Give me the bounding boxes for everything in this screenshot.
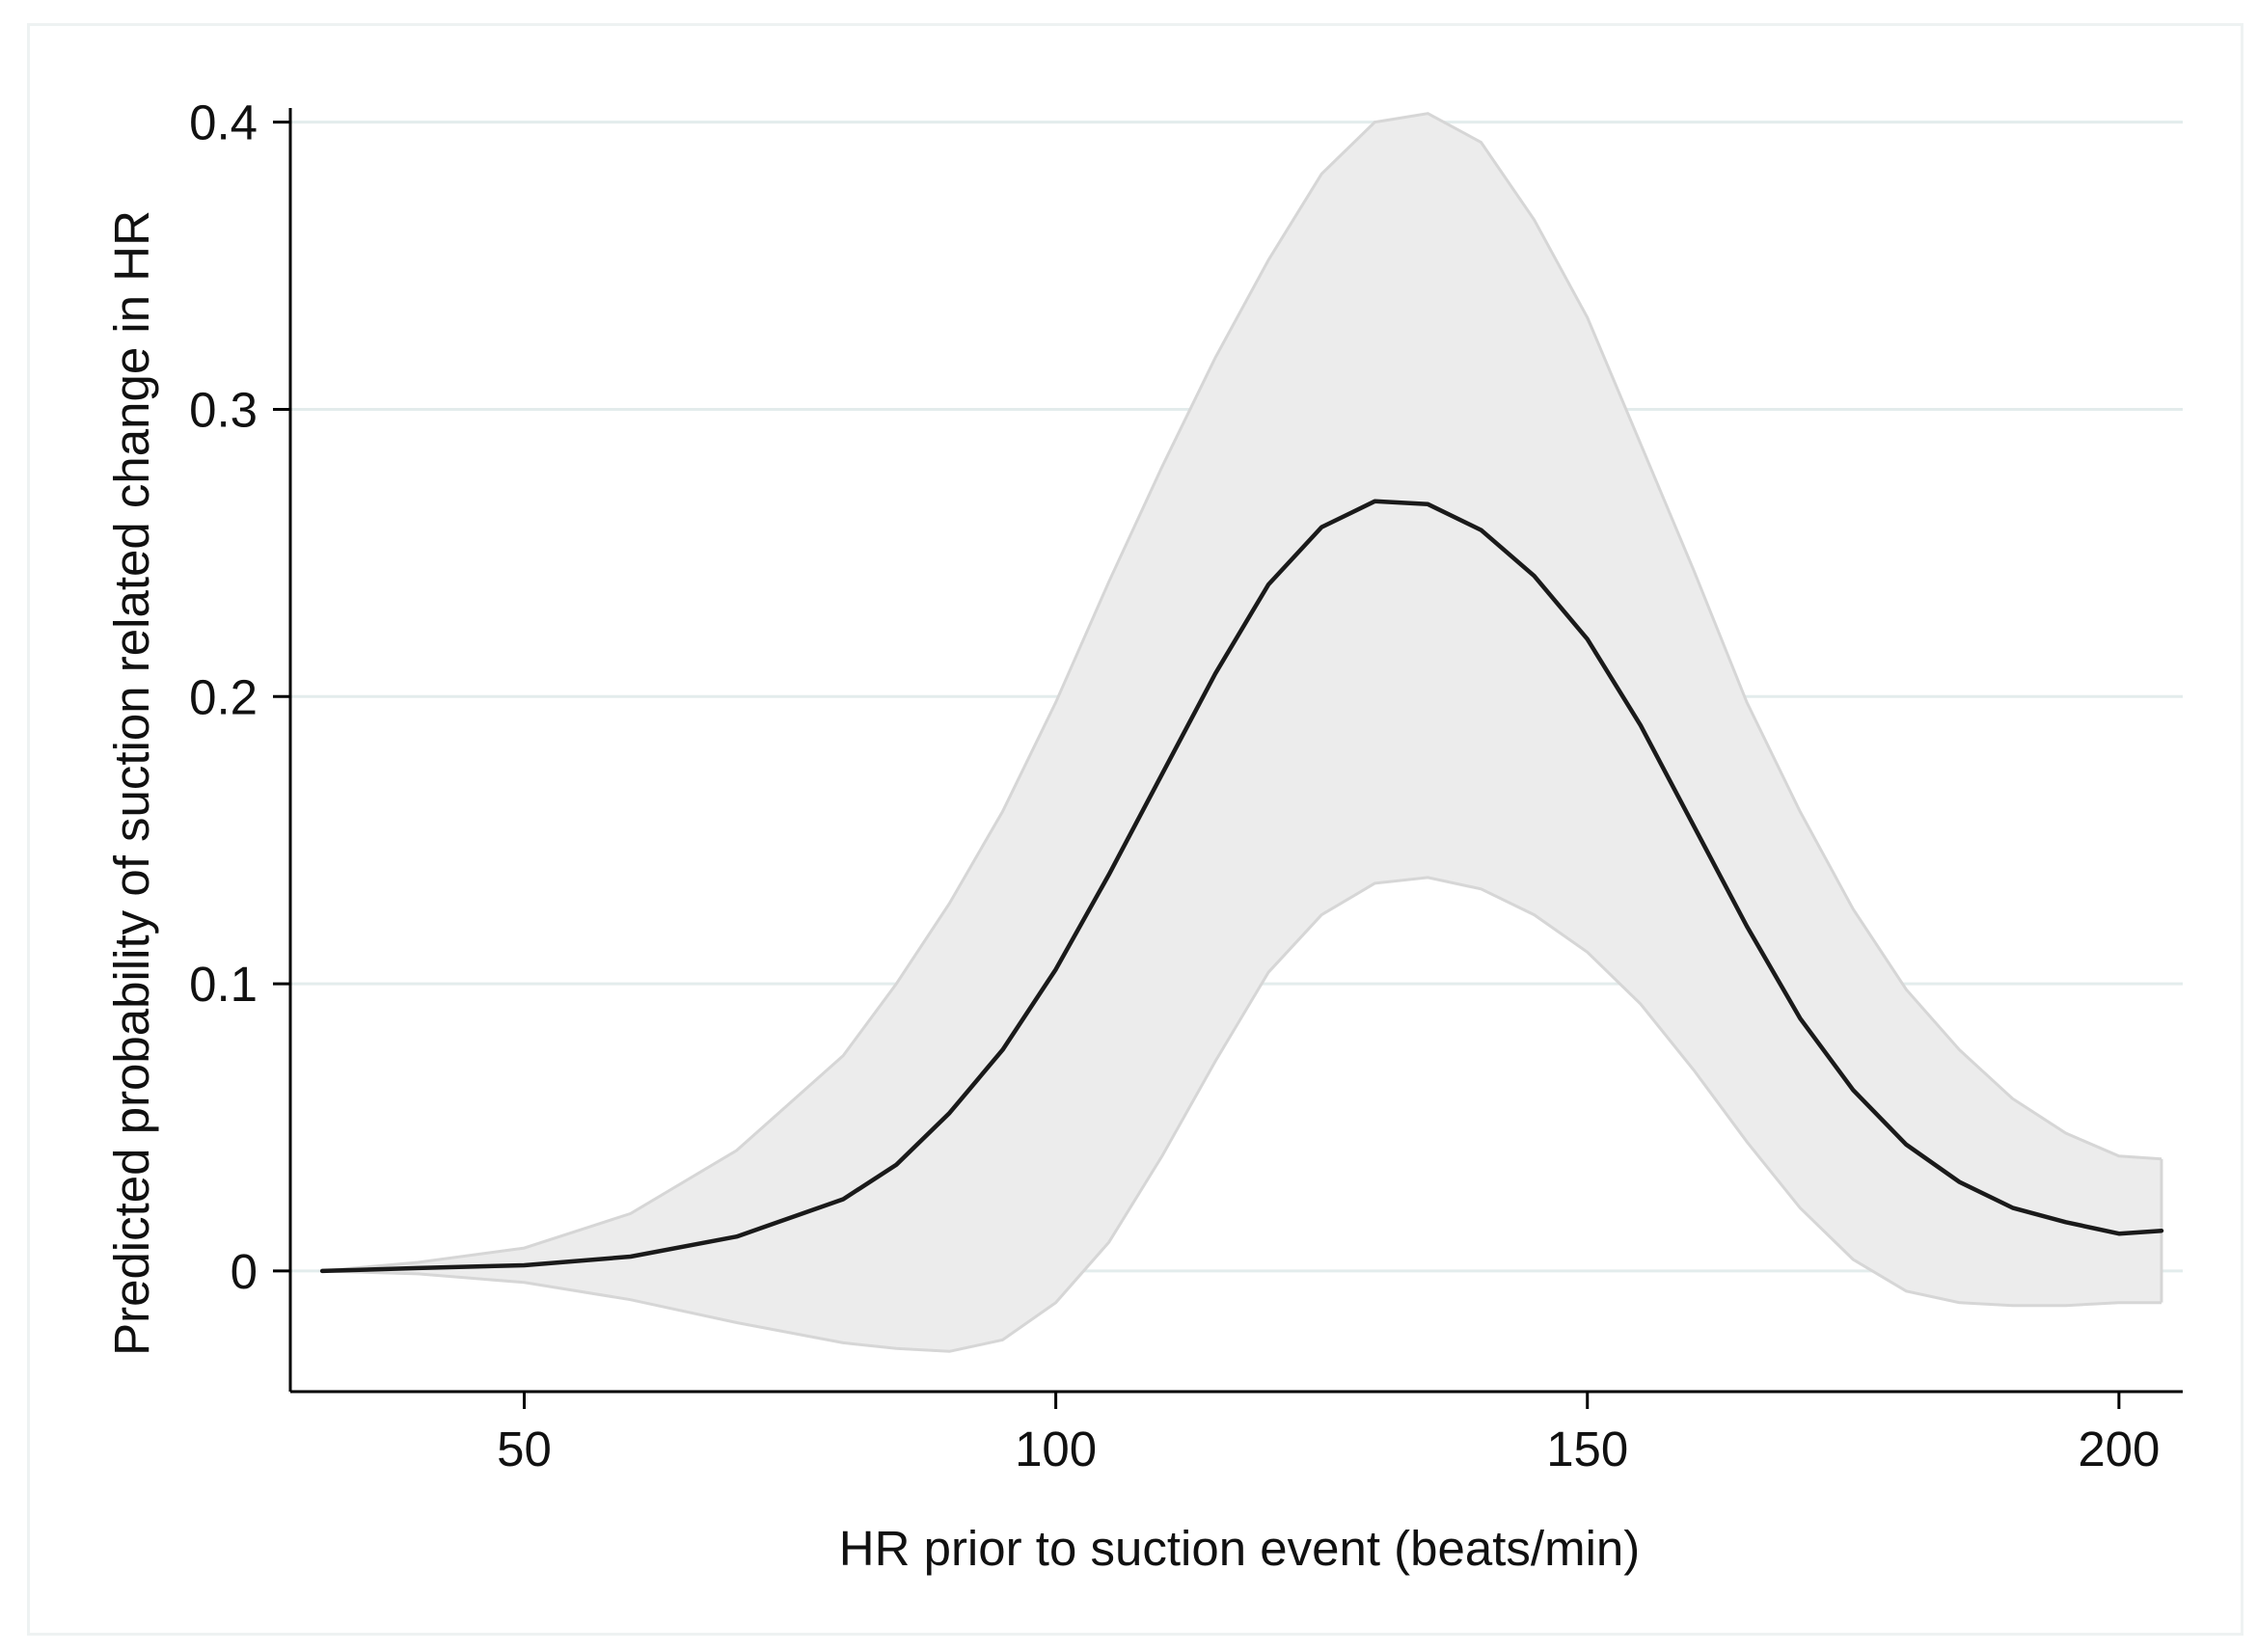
line-chart: 50 100 150 200 0 0.1 0.2 0.3 0.4 HR prior to su… [104, 95, 2183, 1576]
y-tick-label-4: 0.4 [189, 95, 258, 150]
y-axis-ticks: 0 0.1 0.2 0.3 0.4 [189, 95, 290, 1299]
confidence-band [321, 112, 2163, 1353]
predicted-probability-line [319, 499, 2164, 1274]
x-axis-label: HR prior to suction event (beats/min) [839, 1521, 1641, 1576]
chart-frame: 50 100 150 200 0 0.1 0.2 0.3 0.4 HR prior to su… [27, 23, 2243, 1636]
confidence-band-area [322, 113, 2162, 1352]
axes [288, 108, 2183, 1394]
y-tick-label-2: 0.2 [189, 669, 258, 724]
y-tick-label-0: 0 [231, 1244, 258, 1299]
prediction-line [319, 499, 2164, 1274]
upper-bound-line [321, 112, 2162, 1273]
x-axis-ticks: 50 100 150 200 [497, 1392, 2160, 1476]
y-tick-label-1: 0.1 [189, 957, 258, 1012]
y-axis-label: Predicted probability of suction related… [104, 210, 159, 1356]
y-tick-label-3: 0.3 [189, 382, 258, 437]
lower-bound-line [322, 876, 2162, 1353]
x-tick-label-1: 100 [1015, 1422, 1097, 1476]
x-tick-label-2: 150 [1546, 1422, 1628, 1476]
x-tick-label-3: 200 [2078, 1422, 2160, 1476]
x-tick-label-0: 50 [497, 1422, 552, 1476]
